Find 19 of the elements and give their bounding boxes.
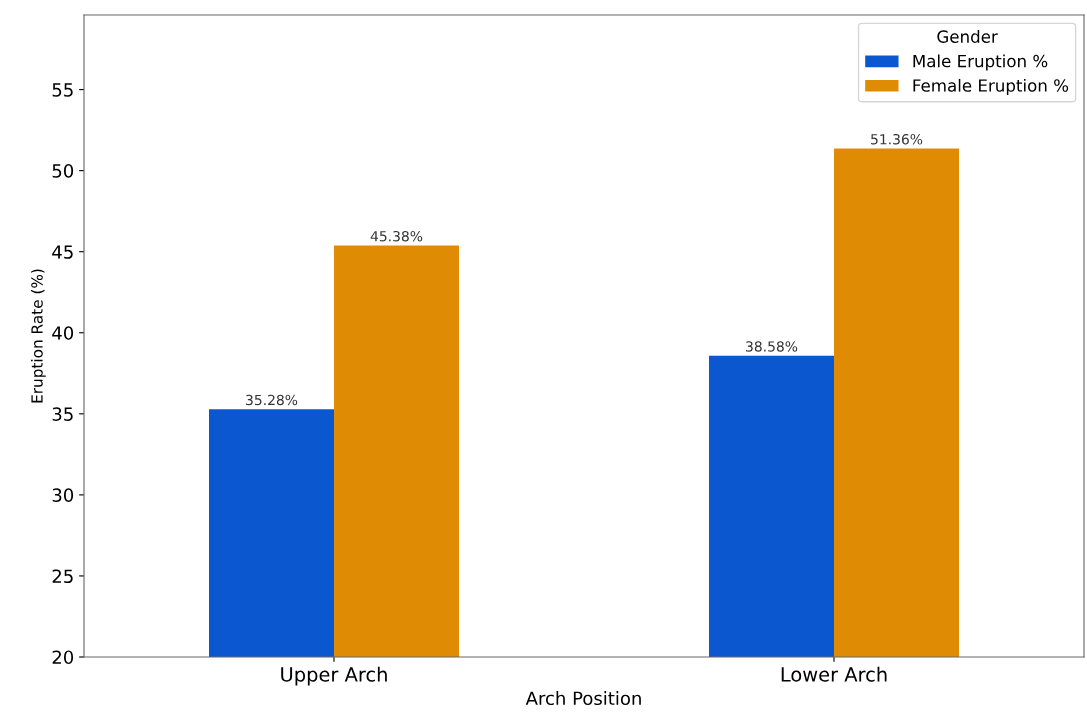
y-tick-label: 45	[52, 245, 73, 259]
legend-title: Gender	[937, 30, 998, 43]
y-tick-label: 35	[52, 407, 73, 421]
y-tick-label: 25	[52, 569, 73, 584]
data-label: 45.38%	[370, 230, 423, 242]
data-label: 38.58%	[746, 341, 798, 352]
y-tick-label: 30	[52, 488, 74, 502]
x-axis-title: Arch Position	[525, 691, 641, 706]
y-tick-label: 55	[52, 83, 73, 97]
legend-label: Female Eruption %	[913, 78, 1069, 96]
y-tick-label: 50	[52, 164, 74, 178]
data-label: 35.28%	[246, 394, 298, 406]
x-tick-label: Upper Arch	[281, 666, 387, 686]
y-tick-label: 20	[52, 650, 74, 665]
x-tick-label: Lower Arch	[781, 666, 887, 682]
legend-label: Male Eruption %	[913, 54, 1048, 71]
data-label: 51.36%	[871, 134, 923, 145]
y-axis-title: Eruption Rate (%)	[30, 269, 46, 403]
y-tick-label: 40	[52, 326, 74, 340]
